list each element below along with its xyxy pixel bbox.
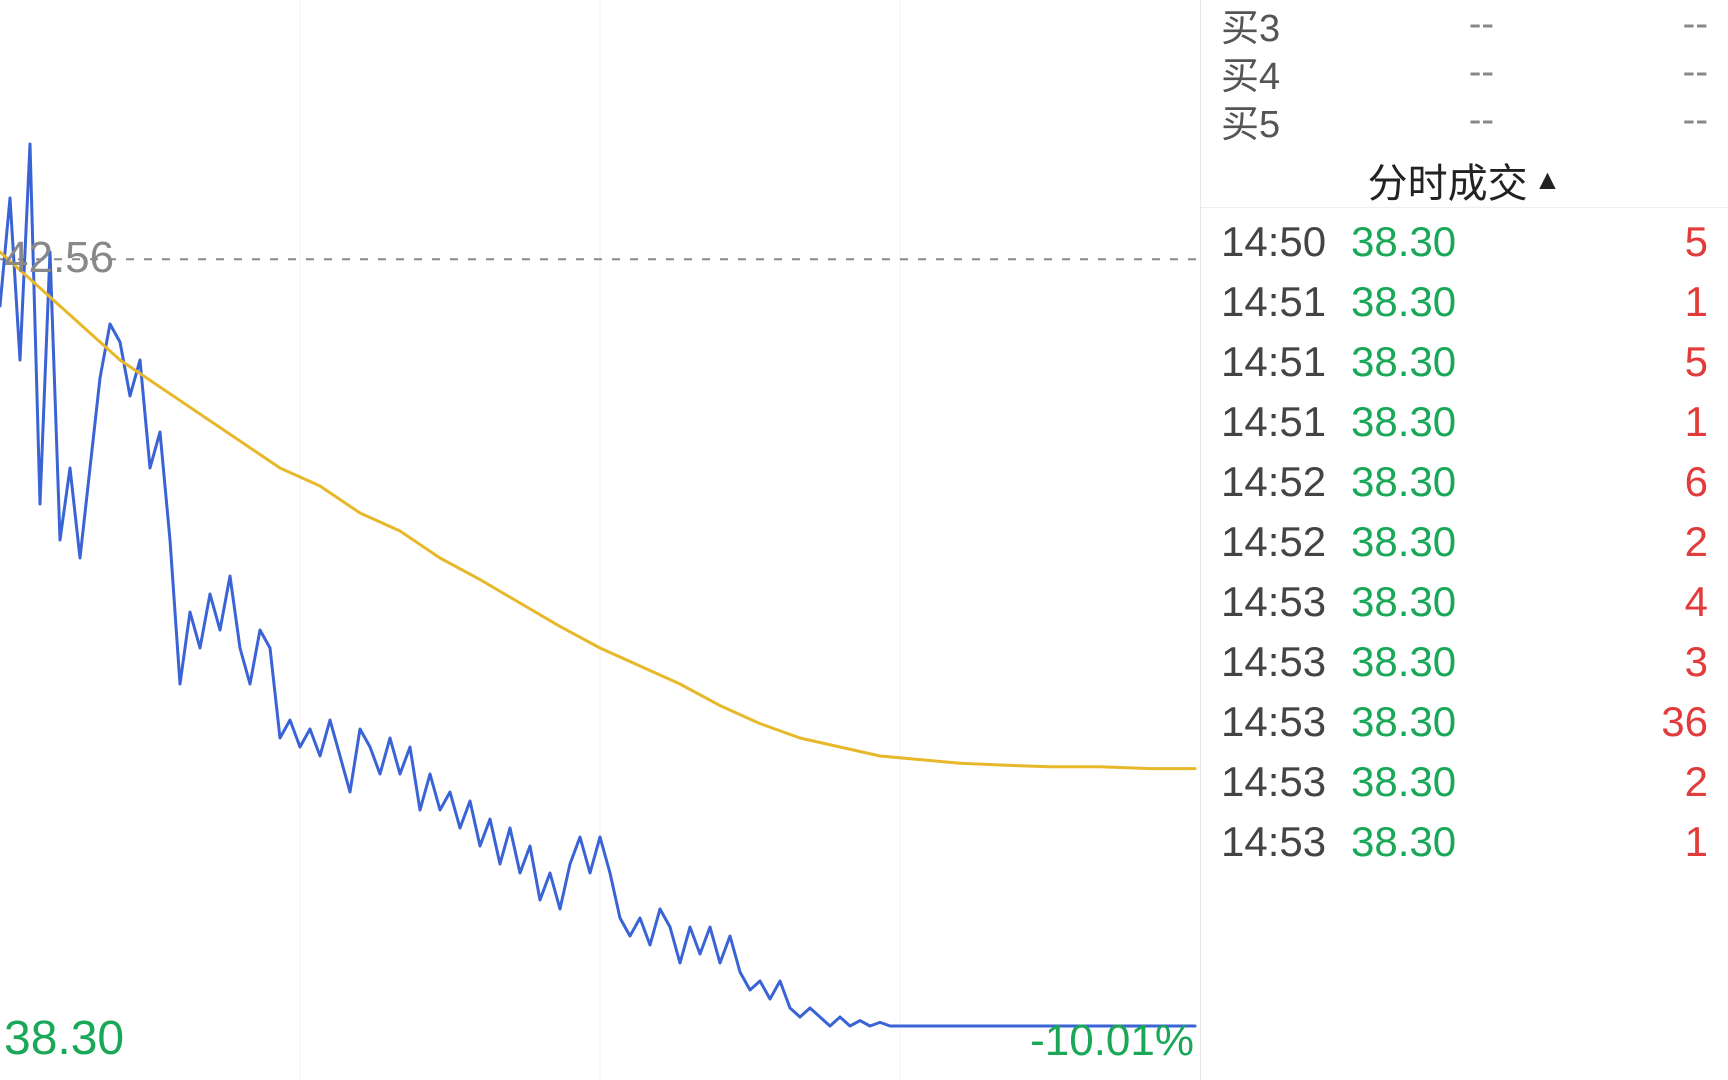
trade-qty: 1 xyxy=(1628,278,1708,326)
order-level-qty: -- xyxy=(1683,3,1708,46)
trade-price: 38.30 xyxy=(1351,458,1628,506)
trades-list[interactable]: 14:5038.30514:5138.30114:5138.30514:5138… xyxy=(1201,208,1728,1080)
trade-time: 14:52 xyxy=(1221,518,1351,566)
trade-qty: 3 xyxy=(1628,638,1708,686)
trade-price: 38.30 xyxy=(1351,818,1628,866)
trade-row[interactable]: 14:5138.301 xyxy=(1221,392,1708,452)
order-book: 买3----买4----买5---- xyxy=(1201,0,1728,152)
intraday-chart[interactable]: 42.56 38.30 -10.01% xyxy=(0,0,1200,1080)
trade-time: 14:52 xyxy=(1221,458,1351,506)
trade-time: 14:51 xyxy=(1221,338,1351,386)
order-book-row[interactable]: 买5---- xyxy=(1221,96,1708,144)
stock-intraday-view: 42.56 38.30 -10.01% 买3----买4----买5---- 分… xyxy=(0,0,1728,1080)
trade-qty: 1 xyxy=(1628,818,1708,866)
trade-price: 38.30 xyxy=(1351,398,1628,446)
trade-price: 38.30 xyxy=(1351,278,1628,326)
reference-price-label: 42.56 xyxy=(4,233,114,283)
order-level-price: -- xyxy=(1469,51,1494,94)
chart-bottom-price: 38.30 xyxy=(4,1011,124,1066)
trade-time: 14:53 xyxy=(1221,758,1351,806)
trade-price: 38.30 xyxy=(1351,578,1628,626)
trade-qty: 2 xyxy=(1628,758,1708,806)
trade-price: 38.30 xyxy=(1351,638,1628,686)
trades-header-label: 分时成交 xyxy=(1368,151,1528,209)
trades-header[interactable]: 分时成交 ▲ xyxy=(1201,152,1728,208)
order-level-qty: -- xyxy=(1683,51,1708,94)
trade-row[interactable]: 14:5138.305 xyxy=(1221,332,1708,392)
trade-qty: 5 xyxy=(1628,218,1708,266)
sidebar: 买3----买4----买5---- 分时成交 ▲ 14:5038.30514:… xyxy=(1200,0,1728,1080)
trade-price: 38.30 xyxy=(1351,338,1628,386)
order-level-qty: -- xyxy=(1683,99,1708,142)
trade-time: 14:53 xyxy=(1221,818,1351,866)
trade-price: 38.30 xyxy=(1351,758,1628,806)
trade-row[interactable]: 14:5338.302 xyxy=(1221,752,1708,812)
trade-time: 14:53 xyxy=(1221,698,1351,746)
trade-time: 14:50 xyxy=(1221,218,1351,266)
order-level-price: -- xyxy=(1469,99,1494,142)
trade-time: 14:51 xyxy=(1221,278,1351,326)
trade-qty: 2 xyxy=(1628,518,1708,566)
trade-price: 38.30 xyxy=(1351,218,1628,266)
chart-canvas xyxy=(0,0,1200,1080)
trade-row[interactable]: 14:5338.304 xyxy=(1221,572,1708,632)
order-level-price: -- xyxy=(1469,3,1494,46)
order-level-label: 买4 xyxy=(1221,45,1280,100)
trade-qty: 36 xyxy=(1628,698,1708,746)
order-level-label: 买5 xyxy=(1221,93,1280,148)
trade-price: 38.30 xyxy=(1351,698,1628,746)
trade-qty: 1 xyxy=(1628,398,1708,446)
trade-qty: 6 xyxy=(1628,458,1708,506)
trade-row[interactable]: 14:5338.301 xyxy=(1221,812,1708,872)
order-book-row[interactable]: 买4---- xyxy=(1221,48,1708,96)
trade-time: 14:53 xyxy=(1221,578,1351,626)
trade-qty: 4 xyxy=(1628,578,1708,626)
trade-qty: 5 xyxy=(1628,338,1708,386)
trade-row[interactable]: 14:5038.305 xyxy=(1221,212,1708,272)
order-book-row[interactable]: 买3---- xyxy=(1221,0,1708,48)
trade-row[interactable]: 14:5238.302 xyxy=(1221,512,1708,572)
trade-row[interactable]: 14:5338.303 xyxy=(1221,632,1708,692)
trade-row[interactable]: 14:5238.306 xyxy=(1221,452,1708,512)
trade-row[interactable]: 14:5338.3036 xyxy=(1221,692,1708,752)
collapse-up-icon: ▲ xyxy=(1534,164,1562,196)
trade-row[interactable]: 14:5138.301 xyxy=(1221,272,1708,332)
trade-time: 14:51 xyxy=(1221,398,1351,446)
trade-time: 14:53 xyxy=(1221,638,1351,686)
chart-bottom-pct: -10.01% xyxy=(1030,1016,1194,1066)
trade-price: 38.30 xyxy=(1351,518,1628,566)
